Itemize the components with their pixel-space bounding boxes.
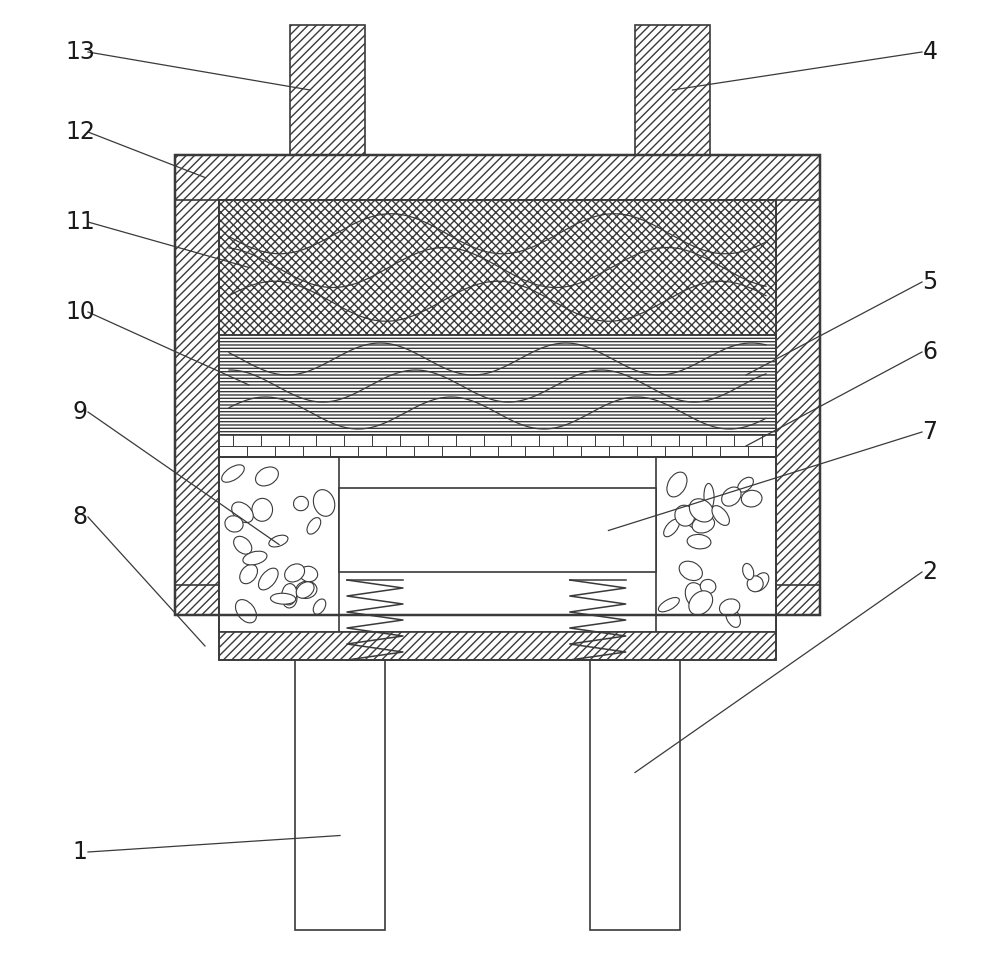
Ellipse shape [240, 565, 257, 584]
Bar [219, 335, 776, 435]
Ellipse shape [243, 551, 267, 565]
Ellipse shape [296, 582, 314, 598]
Text: 9: 9 [72, 400, 88, 424]
Ellipse shape [667, 472, 687, 497]
Ellipse shape [685, 582, 706, 608]
Ellipse shape [256, 467, 278, 486]
Text: 7: 7 [922, 420, 938, 444]
Ellipse shape [222, 465, 244, 482]
Ellipse shape [307, 518, 321, 535]
Ellipse shape [294, 497, 308, 510]
Text: 12: 12 [65, 120, 95, 144]
Bar [590, 615, 680, 930]
Text: 13: 13 [65, 40, 95, 64]
Ellipse shape [232, 502, 253, 523]
Bar [776, 155, 820, 615]
Ellipse shape [285, 564, 305, 582]
Ellipse shape [313, 599, 326, 614]
Bar [219, 200, 776, 660]
Ellipse shape [689, 499, 714, 522]
Bar [175, 155, 219, 615]
Bar [339, 489, 656, 573]
Bar [219, 200, 776, 335]
Ellipse shape [726, 608, 740, 627]
Ellipse shape [738, 477, 753, 492]
Bar [175, 585, 820, 615]
Bar [175, 155, 820, 615]
Ellipse shape [689, 591, 713, 615]
Ellipse shape [700, 579, 716, 594]
Ellipse shape [282, 583, 297, 605]
Bar [656, 457, 776, 632]
Ellipse shape [313, 490, 335, 516]
Bar [219, 457, 776, 632]
Ellipse shape [741, 490, 762, 507]
Ellipse shape [296, 581, 317, 599]
Ellipse shape [679, 561, 702, 580]
Ellipse shape [752, 573, 769, 591]
Ellipse shape [675, 505, 695, 526]
Text: 1: 1 [73, 840, 87, 864]
Ellipse shape [252, 499, 273, 521]
Ellipse shape [270, 593, 296, 605]
Ellipse shape [658, 598, 679, 611]
Ellipse shape [664, 519, 679, 537]
Ellipse shape [225, 516, 243, 532]
Bar [219, 457, 339, 632]
Ellipse shape [704, 483, 714, 509]
Ellipse shape [722, 487, 741, 506]
Text: 8: 8 [72, 505, 88, 529]
Bar [219, 435, 776, 457]
Text: 10: 10 [65, 300, 95, 324]
Ellipse shape [743, 564, 754, 579]
Ellipse shape [687, 535, 711, 549]
Ellipse shape [747, 575, 763, 592]
Ellipse shape [269, 536, 288, 547]
Text: 4: 4 [922, 40, 938, 64]
Text: 5: 5 [922, 270, 938, 294]
Bar [219, 632, 776, 660]
Ellipse shape [283, 590, 297, 608]
Text: 2: 2 [922, 560, 938, 584]
Text: 6: 6 [922, 340, 938, 364]
Bar [295, 615, 385, 930]
Ellipse shape [235, 600, 256, 623]
Bar [290, 25, 365, 155]
Text: 11: 11 [65, 210, 95, 234]
Ellipse shape [712, 505, 729, 526]
Bar [635, 25, 710, 155]
Ellipse shape [719, 599, 740, 615]
Ellipse shape [682, 508, 701, 529]
Ellipse shape [300, 567, 318, 581]
Ellipse shape [234, 537, 252, 554]
Ellipse shape [258, 569, 278, 590]
Ellipse shape [692, 516, 715, 533]
Bar [175, 155, 820, 200]
